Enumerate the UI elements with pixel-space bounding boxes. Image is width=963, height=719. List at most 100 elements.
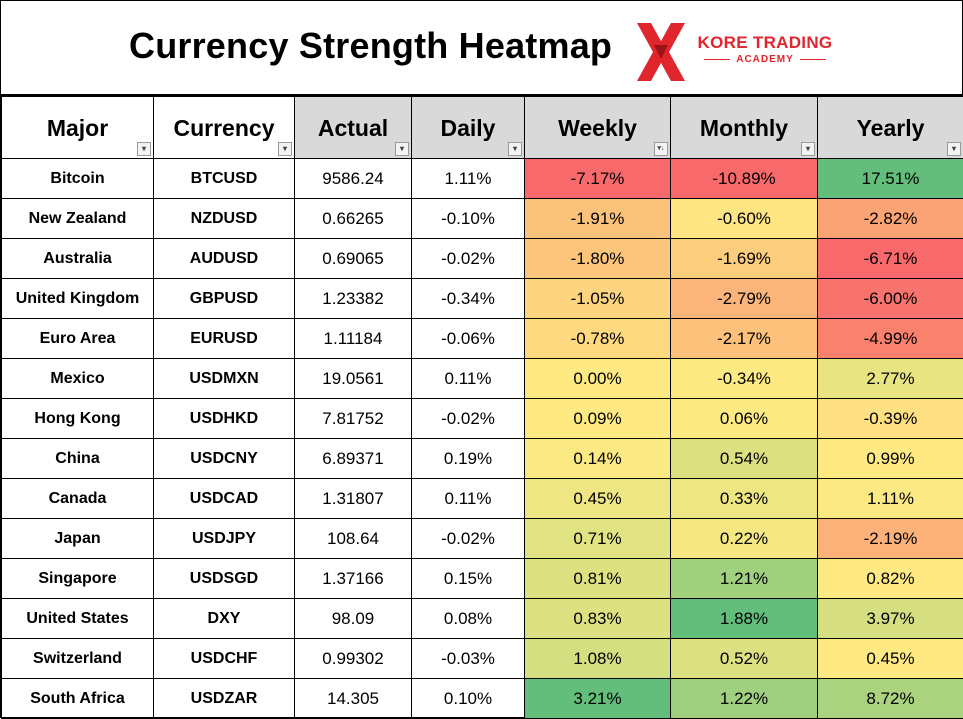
cell-yearly[interactable]: -2.82% bbox=[818, 199, 963, 239]
cell-currency[interactable]: NZDUSD bbox=[154, 199, 295, 239]
cell-daily[interactable]: -0.02% bbox=[412, 239, 525, 279]
cell-daily[interactable]: 0.19% bbox=[412, 439, 525, 479]
cell-currency[interactable]: AUDUSD bbox=[154, 239, 295, 279]
cell-currency[interactable]: USDCAD bbox=[154, 479, 295, 519]
cell-daily[interactable]: 1.11% bbox=[412, 159, 525, 199]
cell-daily[interactable]: 0.15% bbox=[412, 559, 525, 599]
cell-yearly[interactable]: 2.77% bbox=[818, 359, 963, 399]
cell-monthly[interactable]: 1.88% bbox=[671, 599, 818, 639]
cell-daily[interactable]: 0.08% bbox=[412, 599, 525, 639]
cell-monthly[interactable]: 0.06% bbox=[671, 399, 818, 439]
cell-actual[interactable]: 6.89371 bbox=[295, 439, 412, 479]
cell-yearly[interactable]: -2.19% bbox=[818, 519, 963, 559]
cell-actual[interactable]: 7.81752 bbox=[295, 399, 412, 439]
cell-actual[interactable]: 9586.24 bbox=[295, 159, 412, 199]
cell-major[interactable]: Australia bbox=[2, 239, 154, 279]
cell-weekly[interactable]: 0.00% bbox=[525, 359, 671, 399]
cell-weekly[interactable]: 0.09% bbox=[525, 399, 671, 439]
cell-yearly[interactable]: -4.99% bbox=[818, 319, 963, 359]
cell-major[interactable]: Bitcoin bbox=[2, 159, 154, 199]
cell-monthly[interactable]: -10.89% bbox=[671, 159, 818, 199]
cell-yearly[interactable]: -6.71% bbox=[818, 239, 963, 279]
cell-currency[interactable]: USDSGD bbox=[154, 559, 295, 599]
cell-weekly[interactable]: 0.71% bbox=[525, 519, 671, 559]
cell-yearly[interactable]: 3.97% bbox=[818, 599, 963, 639]
cell-yearly[interactable]: 0.99% bbox=[818, 439, 963, 479]
cell-weekly[interactable]: 0.45% bbox=[525, 479, 671, 519]
cell-actual[interactable]: 98.09 bbox=[295, 599, 412, 639]
dropdown-arrow-icon[interactable]: ▾ bbox=[947, 142, 961, 156]
cell-yearly[interactable]: 0.82% bbox=[818, 559, 963, 599]
cell-monthly[interactable]: -2.17% bbox=[671, 319, 818, 359]
cell-currency[interactable]: USDCNY bbox=[154, 439, 295, 479]
cell-actual[interactable]: 1.23382 bbox=[295, 279, 412, 319]
cell-currency[interactable]: USDJPY bbox=[154, 519, 295, 559]
sort-descending-icon[interactable]: ▾↓ bbox=[654, 142, 668, 156]
cell-weekly[interactable]: 1.08% bbox=[525, 639, 671, 679]
cell-yearly[interactable]: 0.45% bbox=[818, 639, 963, 679]
cell-major[interactable]: United Kingdom bbox=[2, 279, 154, 319]
cell-major[interactable]: Japan bbox=[2, 519, 154, 559]
cell-actual[interactable]: 0.99302 bbox=[295, 639, 412, 679]
cell-monthly[interactable]: -2.79% bbox=[671, 279, 818, 319]
cell-weekly[interactable]: 0.14% bbox=[525, 439, 671, 479]
cell-actual[interactable]: 0.66265 bbox=[295, 199, 412, 239]
cell-weekly[interactable]: 0.81% bbox=[525, 559, 671, 599]
cell-daily[interactable]: -0.02% bbox=[412, 399, 525, 439]
cell-major[interactable]: United States bbox=[2, 599, 154, 639]
cell-major[interactable]: South Africa bbox=[2, 679, 154, 719]
cell-yearly[interactable]: -6.00% bbox=[818, 279, 963, 319]
cell-monthly[interactable]: 1.21% bbox=[671, 559, 818, 599]
cell-daily[interactable]: -0.06% bbox=[412, 319, 525, 359]
cell-actual[interactable]: 1.37166 bbox=[295, 559, 412, 599]
cell-monthly[interactable]: -1.69% bbox=[671, 239, 818, 279]
cell-actual[interactable]: 108.64 bbox=[295, 519, 412, 559]
cell-monthly[interactable]: -0.34% bbox=[671, 359, 818, 399]
cell-daily[interactable]: 0.11% bbox=[412, 359, 525, 399]
cell-yearly[interactable]: -0.39% bbox=[818, 399, 963, 439]
cell-currency[interactable]: USDHKD bbox=[154, 399, 295, 439]
cell-currency[interactable]: EURUSD bbox=[154, 319, 295, 359]
cell-currency[interactable]: GBPUSD bbox=[154, 279, 295, 319]
cell-yearly[interactable]: 1.11% bbox=[818, 479, 963, 519]
cell-weekly[interactable]: 3.21% bbox=[525, 679, 671, 719]
cell-daily[interactable]: -0.03% bbox=[412, 639, 525, 679]
cell-major[interactable]: Switzerland bbox=[2, 639, 154, 679]
cell-major[interactable]: Euro Area bbox=[2, 319, 154, 359]
cell-currency[interactable]: USDMXN bbox=[154, 359, 295, 399]
dropdown-arrow-icon[interactable]: ▾ bbox=[278, 142, 292, 156]
cell-major[interactable]: New Zealand bbox=[2, 199, 154, 239]
cell-actual[interactable]: 1.31807 bbox=[295, 479, 412, 519]
cell-weekly[interactable]: -7.17% bbox=[525, 159, 671, 199]
cell-currency[interactable]: USDCHF bbox=[154, 639, 295, 679]
cell-major[interactable]: Hong Kong bbox=[2, 399, 154, 439]
cell-monthly[interactable]: 0.54% bbox=[671, 439, 818, 479]
cell-monthly[interactable]: 1.22% bbox=[671, 679, 818, 719]
cell-major[interactable]: Mexico bbox=[2, 359, 154, 399]
cell-actual[interactable]: 1.11184 bbox=[295, 319, 412, 359]
cell-actual[interactable]: 14.305 bbox=[295, 679, 412, 719]
cell-monthly[interactable]: -0.60% bbox=[671, 199, 818, 239]
cell-daily[interactable]: 0.11% bbox=[412, 479, 525, 519]
cell-daily[interactable]: 0.10% bbox=[412, 679, 525, 719]
cell-yearly[interactable]: 8.72% bbox=[818, 679, 963, 719]
cell-currency[interactable]: USDZAR bbox=[154, 679, 295, 719]
cell-actual[interactable]: 19.0561 bbox=[295, 359, 412, 399]
dropdown-arrow-icon[interactable]: ▾ bbox=[137, 142, 151, 156]
cell-currency[interactable]: DXY bbox=[154, 599, 295, 639]
cell-weekly[interactable]: -1.91% bbox=[525, 199, 671, 239]
dropdown-arrow-icon[interactable]: ▾ bbox=[395, 142, 409, 156]
cell-daily[interactable]: -0.34% bbox=[412, 279, 525, 319]
cell-major[interactable]: Canada bbox=[2, 479, 154, 519]
cell-weekly[interactable]: -0.78% bbox=[525, 319, 671, 359]
cell-major[interactable]: China bbox=[2, 439, 154, 479]
cell-monthly[interactable]: 0.22% bbox=[671, 519, 818, 559]
cell-currency[interactable]: BTCUSD bbox=[154, 159, 295, 199]
cell-daily[interactable]: -0.02% bbox=[412, 519, 525, 559]
cell-weekly[interactable]: 0.83% bbox=[525, 599, 671, 639]
cell-monthly[interactable]: 0.52% bbox=[671, 639, 818, 679]
dropdown-arrow-icon[interactable]: ▾ bbox=[508, 142, 522, 156]
cell-weekly[interactable]: -1.05% bbox=[525, 279, 671, 319]
cell-yearly[interactable]: 17.51% bbox=[818, 159, 963, 199]
cell-monthly[interactable]: 0.33% bbox=[671, 479, 818, 519]
